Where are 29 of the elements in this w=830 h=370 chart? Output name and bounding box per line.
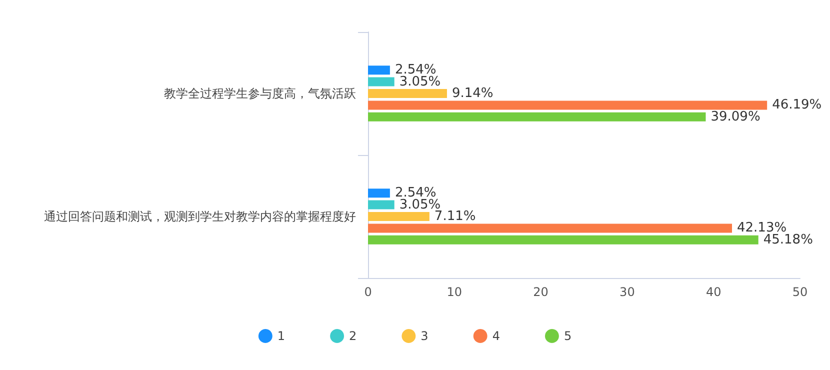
bar [368, 188, 390, 198]
x-tick-label: 0 [364, 285, 372, 299]
legend-label: 4 [492, 329, 500, 343]
y-tick-label: 通过回答问题和测试，观测到学生对教学内容的掌握程度好 [44, 210, 356, 224]
legend-label: 2 [349, 329, 357, 343]
data-label: 7.11% [434, 209, 476, 224]
data-label: 3.05% [399, 74, 441, 90]
legend-label: 3 [420, 329, 428, 343]
bar [368, 235, 758, 244]
data-label: 45.18% [763, 232, 813, 248]
data-label: 39.09% [710, 109, 760, 124]
bar [368, 66, 390, 75]
x-tick-label: 20 [533, 285, 548, 299]
bar [368, 100, 768, 110]
data-label: 46.19% [772, 98, 822, 113]
legend-label: 1 [277, 329, 286, 343]
data-label: 9.14% [452, 86, 494, 101]
x-tick-label: 50 [792, 285, 808, 299]
bar [368, 89, 447, 98]
y-tick-label: 教学全过程学生参与度高，气氛活跃 [164, 86, 356, 100]
x-tick-label: 10 [446, 285, 462, 299]
bar [368, 77, 394, 86]
x-tick-label: 30 [620, 285, 635, 299]
bar [368, 212, 430, 221]
bar [368, 224, 732, 233]
legend-label: 5 [564, 329, 572, 343]
bar [368, 200, 394, 210]
bar [368, 112, 706, 122]
x-tick-label: 40 [706, 285, 722, 299]
